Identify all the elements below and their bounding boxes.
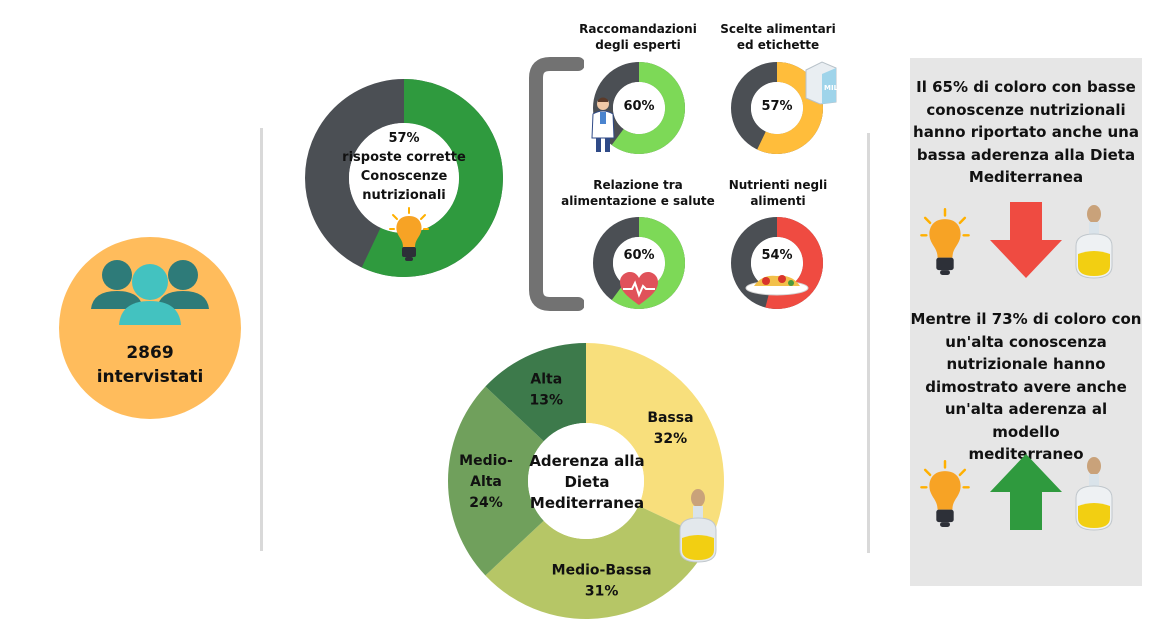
pie-slice-alta [485,343,586,442]
pie-value-label: 32% [654,431,688,447]
small-donut-arc [731,62,823,154]
small-donut-arc [731,217,823,309]
donut1-value: 60% [623,99,655,114]
olive-oil-bottle-icon [679,489,717,563]
donut1-title: Raccomandazioni degli esperti [579,22,697,52]
pie-category-label: Medio-Bassa [552,562,652,578]
pasta-plate-icon [745,275,809,296]
pie-slice-bassa [586,343,724,540]
bracket-shape [529,57,584,311]
panel-text-low: Il 65% di coloro con basse conoscenze nu… [913,78,1139,186]
knowledge-pct: 57% [388,131,420,146]
donut4-value: 54% [761,248,793,263]
milk-carton-icon: MILK [805,61,840,105]
donut2-value: 57% [761,99,793,114]
pie-center-title: Aderenza alla Dieta Mediterranea [529,452,645,512]
olive-oil-bottle-icon [1075,457,1113,531]
people-icon [91,260,209,325]
lightbulb-icon [920,208,970,276]
lightbulb-icon [920,460,970,528]
arrow-down-icon [990,202,1062,278]
olive-oil-bottle-icon [1075,205,1113,279]
people-count: 2869 [126,343,174,363]
small-donut-arc [593,62,685,154]
pie-slice-medio-alta [448,386,544,576]
pie-value-label: 13% [530,393,564,409]
pie-slice-medio-bassa [485,505,711,619]
doctor-icon [591,97,615,152]
divider-left [260,128,263,551]
pie-center-hole [528,423,644,539]
donut2-title: Scelte alimentari ed etichette [720,22,836,52]
pie-category-label: Alta [470,474,502,490]
pie-category-label: Alta [530,372,562,388]
arrow-up-icon [990,454,1062,530]
summary-panel: Il 65% di coloro con basse conoscenze nu… [910,58,1142,586]
donut4-title: Nutrienti negli alimenti [728,178,828,208]
adherence-pie-chart: Bassa 32% Medio-Bassa 31% Medio- Alta 24% Alta 1… [448,343,724,619]
pie-category-label: Medio- [459,453,513,469]
svg-text:MILK: MILK [824,84,840,92]
pie-value-label: 24% [469,495,503,511]
people-label: intervistati [96,367,204,387]
donut3-value: 60% [623,248,655,263]
donut3-title: Relazione tra alimentazione e salute [561,178,715,208]
pie-value-label: 31% [585,583,619,599]
donut-nutrients [731,217,823,309]
heart-icon [620,272,658,305]
donut-food-choices [731,62,823,154]
knowledge-line4: nutrizionali [362,188,446,203]
people-card: 2869 intervistati [59,237,241,419]
knowledge-line2: risposte corrette [342,150,466,165]
pie-category-label: Bassa [647,410,693,426]
knowledge-line3: Conoscenze [360,169,448,184]
panel-text-high: Mentre il 73% di coloro con un'alta cono… [910,310,1142,463]
lightbulb-icon [389,207,429,261]
divider-right [867,133,870,553]
